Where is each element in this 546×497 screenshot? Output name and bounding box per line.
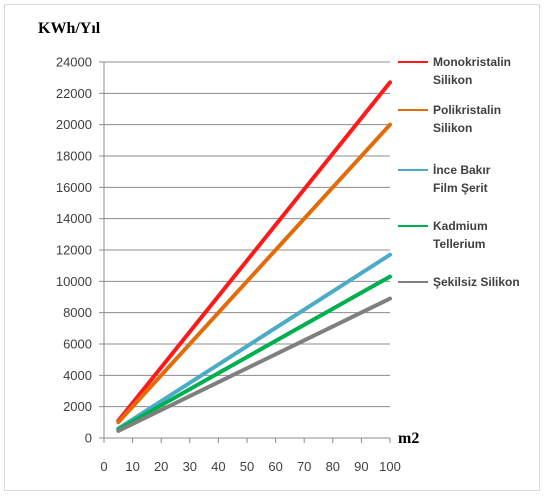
y-tick-label: 22000 (56, 86, 92, 101)
chart-frame (4, 4, 540, 491)
legend-label: Film Şerit (433, 181, 488, 195)
x-tick-label: 40 (211, 459, 225, 474)
series-line (116, 274, 392, 432)
y-tick-label: 16000 (56, 180, 92, 195)
y-tick-label: 4000 (63, 368, 92, 383)
series-line (116, 80, 392, 423)
y-tick-label: 18000 (56, 149, 92, 164)
x-tick-label: 100 (379, 459, 401, 474)
x-tick-label: 60 (268, 459, 282, 474)
axes (103, 62, 391, 443)
x-tick-label: 70 (297, 459, 311, 474)
x-tick-label: 90 (354, 459, 368, 474)
y-tick-label: 10000 (56, 274, 92, 289)
x-axis-title: m2 (398, 430, 419, 447)
y-axis-title: KWh/Yıl (38, 20, 101, 37)
x-tick-label: 0 (100, 459, 107, 474)
y-tick-label: 0 (85, 431, 92, 446)
legend-label: Silikon (433, 73, 472, 87)
x-tick-label: 50 (240, 459, 254, 474)
x-tick-labels: 0 10 20 30 40 50 60 70 80 90 100 (100, 459, 400, 474)
legend-label: Şekilsiz Silikon (433, 275, 520, 289)
legend-label: İnce Bakır (433, 162, 491, 177)
x-tick-label: 10 (125, 459, 139, 474)
series-line (116, 122, 392, 425)
legend-label: Polikristalin (433, 103, 501, 117)
gridlines (99, 61, 390, 439)
y-tick-label: 24000 (56, 55, 92, 70)
legend-label: Tellerium (433, 237, 485, 251)
series-line (116, 252, 392, 431)
y-tick-label: 14000 (56, 211, 92, 226)
legend-label: Kadmium (433, 219, 488, 233)
x-tick-label: 80 (326, 459, 340, 474)
y-tick-labels: 0 2000 4000 6000 8000 10000 12000 14000 16000 180… (56, 55, 92, 446)
y-tick-label: 8000 (63, 305, 92, 320)
x-tick-label: 30 (183, 459, 197, 474)
legend: Monokristalin Silikon Polikristalin Silikon… (398, 55, 520, 289)
legend-label: Silikon (433, 121, 472, 135)
y-tick-label: 20000 (56, 117, 92, 132)
y-tick-label: 2000 (63, 399, 92, 414)
series-line (116, 296, 392, 433)
y-tick-label: 6000 (63, 337, 92, 352)
y-tick-label: 12000 (56, 243, 92, 258)
series-lines (116, 80, 392, 433)
legend-label: Monokristalin (433, 55, 511, 69)
x-tick-label: 20 (154, 459, 168, 474)
